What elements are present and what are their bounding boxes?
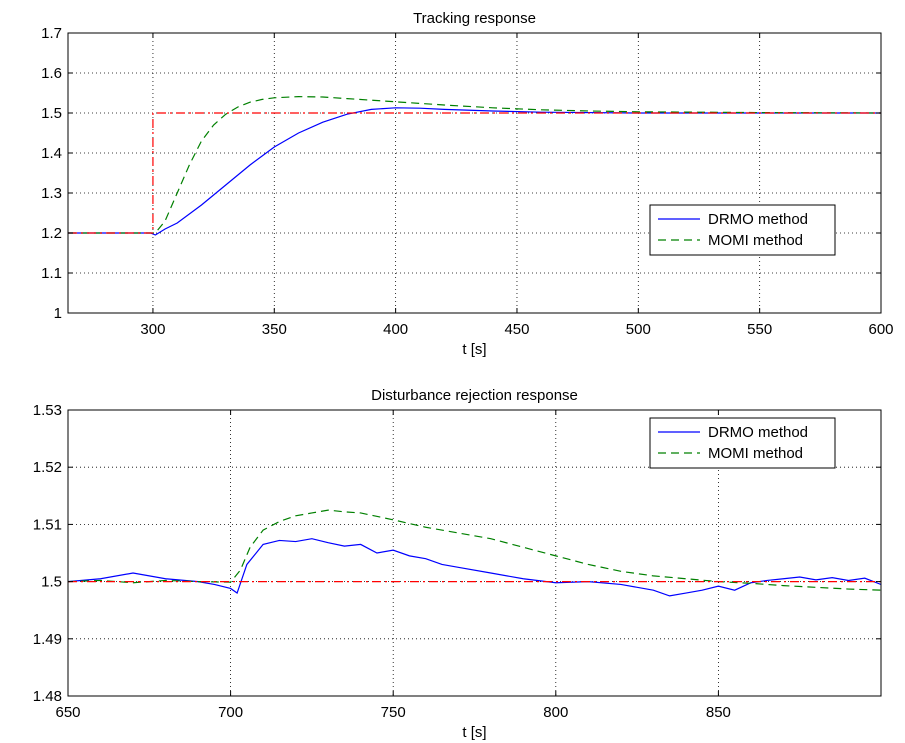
x-tick-label: 450 [504, 321, 529, 338]
y-tick-label: 1 [54, 305, 62, 322]
x-tick-label: 400 [383, 321, 408, 338]
y-tick-label: 1.52 [33, 459, 62, 476]
legend: DRMO method MOMI method [649, 417, 836, 469]
y-tick-label: 1.53 [33, 402, 62, 419]
x-axis-label: t [s] [462, 724, 486, 741]
axes-frame [67, 409, 882, 697]
x-tick-label: 300 [140, 321, 165, 338]
y-tick-label: 1.49 [33, 631, 62, 648]
x-axis-label: t [s] [462, 341, 486, 358]
y-tick-label: 1.4 [41, 145, 62, 162]
x-tick-label: 650 [55, 704, 80, 721]
reference-line [68, 112, 881, 234]
legend-box [649, 417, 836, 469]
chart-panel-1: Tracking response 300 350 400 450 500 550 600 1 1… [41, 10, 893, 358]
y-tick-label: 1.48 [33, 688, 62, 705]
y-tick-label: 1.7 [41, 25, 62, 42]
x-tick-label: 550 [747, 321, 772, 338]
legend-box [649, 204, 836, 256]
y-tick-label: 1.51 [33, 516, 62, 533]
x-tick-label: 800 [543, 704, 568, 721]
x-tick-label: 350 [262, 321, 287, 338]
y-tick-label: 1.3 [41, 185, 62, 202]
legend-label: MOMI method [708, 445, 803, 462]
legend-label: MOMI method [708, 232, 803, 249]
x-tick-label: 750 [381, 704, 406, 721]
y-tick-label: 1.1 [41, 265, 62, 282]
y-tick-label: 1.2 [41, 225, 62, 242]
legend-label: DRMO method [708, 424, 808, 441]
series-line-momi-method [68, 509, 881, 591]
x-tick-label: 600 [868, 321, 893, 338]
chart-panel-2: Disturbance rejection response 650 700 750 8… [33, 387, 882, 741]
x-tick-label: 700 [218, 704, 243, 721]
y-tick-label: 1.5 [41, 574, 62, 591]
legend: DRMO method MOMI method [649, 204, 836, 256]
legend-label: DRMO method [708, 211, 808, 228]
y-tick-label: 1.6 [41, 65, 62, 82]
x-tick-label: 850 [706, 704, 731, 721]
series-line-drmo-method [68, 538, 881, 597]
x-tick-label: 500 [626, 321, 651, 338]
series-line-drmo-method [68, 107, 881, 236]
chart-title: Disturbance rejection response [371, 387, 578, 404]
axes-frame [67, 32, 882, 314]
y-tick-label: 1.5 [41, 105, 62, 122]
chart-title: Tracking response [413, 10, 536, 27]
